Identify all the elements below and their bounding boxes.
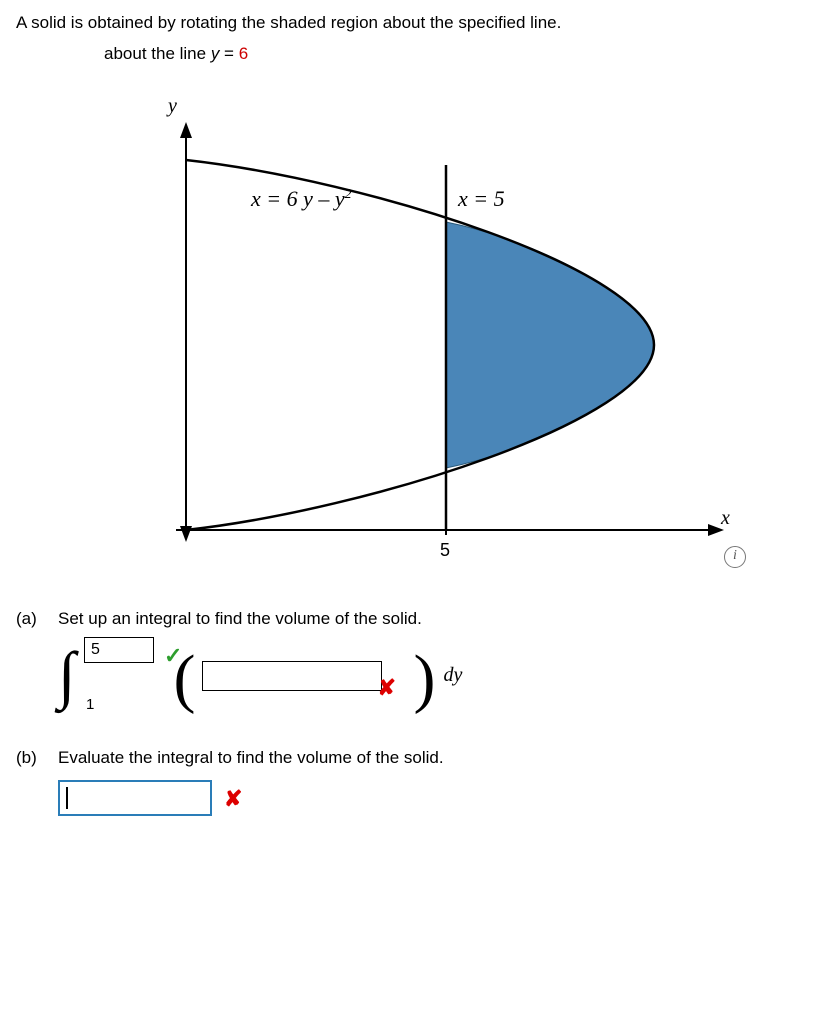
cross-icon: ✘: [378, 673, 396, 703]
shaded-region: [446, 222, 654, 468]
text-cursor: [66, 787, 68, 809]
graph-svg: y x 5 x = 6 y – y2 x = 5: [66, 70, 766, 590]
answer-input[interactable]: [58, 780, 212, 816]
answer-cross-icon: ✘: [224, 784, 242, 814]
x-tick-5-label: 5: [440, 540, 450, 560]
curve-label: x = 6 y – y2: [250, 186, 352, 211]
y-axis-arrow-top: [180, 122, 192, 138]
differential: dy: [444, 662, 463, 689]
y-axis-label: y: [166, 95, 177, 117]
part-a: (a) Set up an integral to find the volum…: [16, 608, 816, 631]
sub-intro-prefix: about the line: [104, 44, 211, 63]
problem-intro: A solid is obtained by rotating the shad…: [16, 12, 816, 35]
part-b: (b) Evaluate the integral to find the vo…: [16, 747, 816, 770]
rotation-line: about the line y = 6: [104, 43, 816, 66]
integral-expression: ∫ 5 1 ✓ ( ✘ ) dy: [58, 639, 816, 713]
part-a-text: Set up an integral to find the volume of…: [58, 608, 422, 631]
vline-label: x = 5: [457, 186, 505, 211]
x-axis-label: x: [720, 507, 730, 529]
close-paren: ): [414, 653, 436, 706]
part-b-label: (b): [16, 747, 44, 770]
part-b-text: Evaluate the integral to find the volume…: [58, 747, 444, 770]
graph: y x 5 x = 6 y – y2 x = 5 i: [66, 70, 766, 590]
upper-limit-input[interactable]: 5: [84, 637, 154, 663]
rotation-value: 6: [239, 44, 248, 63]
lower-limit: 1: [86, 695, 94, 715]
integral-sign: ∫: [58, 653, 76, 698]
info-icon[interactable]: i: [724, 546, 746, 568]
integrand-input[interactable]: [202, 661, 382, 691]
open-paren: (: [174, 653, 196, 706]
sub-intro-eq: =: [219, 44, 238, 63]
part-a-label: (a): [16, 608, 44, 631]
